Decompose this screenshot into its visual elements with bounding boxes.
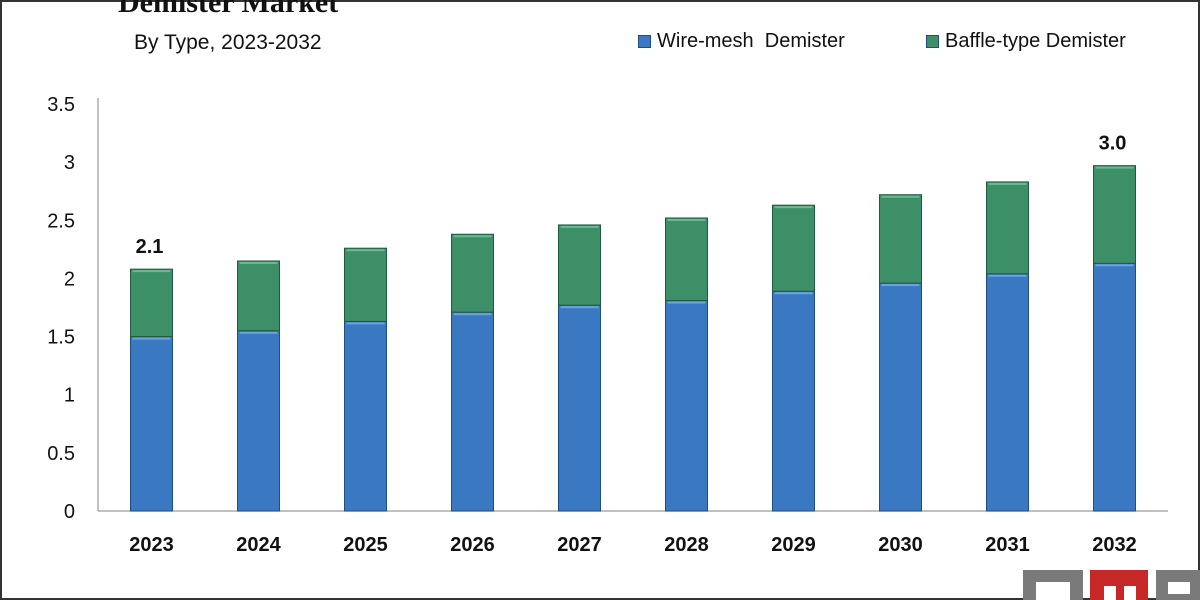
bar-highlight [988,274,1027,277]
bar-segment [665,217,708,302]
bar-segment [344,247,387,322]
bar-highlight [667,218,706,221]
logo-mark [1023,570,1200,600]
bar-highlight [881,195,920,198]
x-tick-label: 2030 [878,534,923,556]
y-tick-label: 0.5 [47,443,75,465]
bar-highlight [346,249,385,252]
data-label-total: 2.1 [136,236,164,258]
bar-segment [451,311,494,512]
x-tick-label: 2025 [343,534,388,556]
bar-highlight [881,284,920,287]
bar-highlight [132,337,171,340]
bar-segment [665,300,708,512]
x-tick-label: 2027 [557,534,602,556]
legend-label-wire-mesh: Wire-mesh Demister [657,30,845,52]
data-label-total: 3.0 [1099,133,1127,155]
bar-segment [986,181,1029,275]
legend-swatch-baffle-type [926,35,939,48]
bar-segment [772,290,815,512]
legend-label-baffle-type: Baffle-type Demister [945,30,1126,52]
bar-segment [237,260,280,332]
brand-logo [1020,560,1200,600]
bar-highlight [1095,166,1134,169]
x-tick-label: 2026 [450,534,495,556]
bar-highlight [239,331,278,334]
bar-segment [558,224,601,306]
bar-highlight [988,182,1027,185]
bar-segment [558,304,601,512]
bar-segment [130,336,173,512]
bar-segment [772,204,815,292]
chart-legend: Wire-mesh Demister Baffle-type Demister [0,30,1200,56]
chart-subtitle: By Type, 2023-2032 [134,31,322,54]
x-tick-label: 2029 [771,534,816,556]
bar-highlight [560,306,599,309]
bar-segment [879,194,922,284]
bar-segment [986,273,1029,512]
bar-segment [879,282,922,512]
y-tick-label: 2 [64,268,75,290]
legend-swatch-wire-mesh [638,35,651,48]
bar-highlight [774,292,813,295]
bar-segment [237,330,280,512]
legend-item-baffle-type: Baffle-type Demister [926,30,1126,53]
bar-segment [1093,165,1136,264]
x-tick-label: 2024 [236,534,281,556]
bar-highlight [239,261,278,264]
y-tick-label: 2.5 [47,210,75,232]
chart-title: Demister Market [118,0,339,19]
bar-segment [344,320,387,512]
y-tick-label: 0 [64,501,75,523]
y-tick-label: 1 [64,385,75,407]
bar-highlight [346,322,385,325]
y-tick-label: 3 [64,152,75,174]
x-tick-label: 2028 [664,534,709,556]
bar-segment [130,268,173,338]
bar-highlight [667,301,706,304]
y-tick-label: 1.5 [47,327,75,349]
bar-highlight [453,235,492,238]
y-tick-label: 3.5 [47,94,75,116]
x-tick-label: 2023 [129,534,174,556]
bar-highlight [1095,264,1134,267]
bar-highlight [560,225,599,228]
bar-segment [451,233,494,313]
bar-highlight [132,270,171,273]
x-tick-label: 2031 [985,534,1030,556]
bar-segment [1093,262,1136,512]
x-tick-label: 2032 [1092,534,1137,556]
bar-highlight [774,206,813,209]
bar-highlight [453,313,492,316]
legend-item-wire-mesh: Wire-mesh Demister [638,30,845,53]
